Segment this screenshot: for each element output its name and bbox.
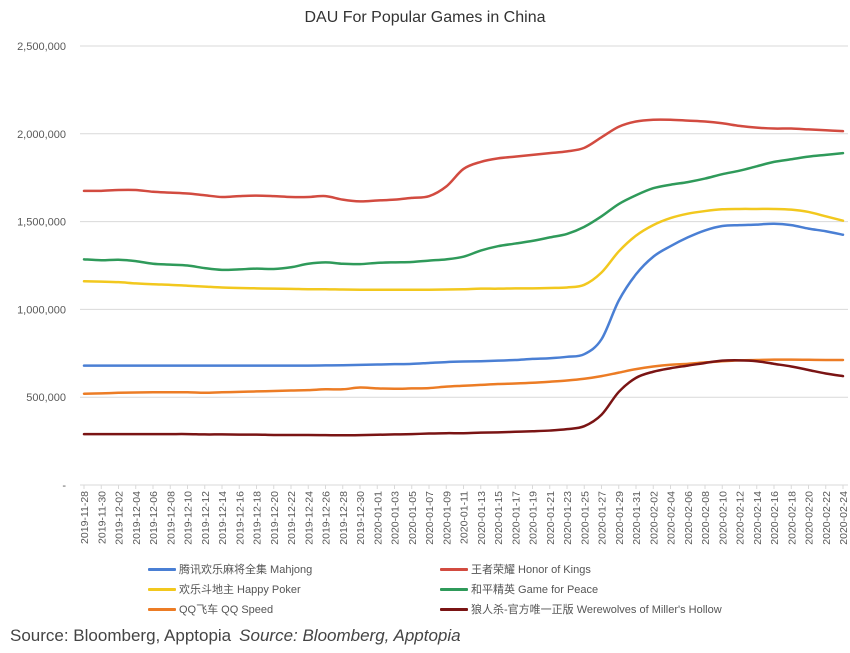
x-tick-label: 2020-02-08 <box>700 491 712 545</box>
legend-label: 狼人杀-官方唯一正版 Werewolves of Miller's Hollow <box>471 604 722 616</box>
series-line-1 <box>82 118 845 203</box>
series-line-5 <box>82 359 845 437</box>
series-line-0 <box>82 222 845 367</box>
x-tick-label: 2020-02-22 <box>821 491 833 545</box>
legend-label: 腾讯欢乐麻将全集 Mahjong <box>179 564 313 576</box>
x-tick-label: 2020-01-05 <box>407 491 419 545</box>
legend-swatch <box>440 587 468 591</box>
x-tick-label: 2019-12-12 <box>200 491 212 545</box>
legend-swatch <box>148 587 176 591</box>
x-tick-label: 2020-01-17 <box>510 491 522 545</box>
x-tick-label: 2020-02-06 <box>683 491 695 545</box>
x-tick-label: 2019-12-10 <box>183 491 195 545</box>
x-tick-label: 2019-12-26 <box>321 491 333 545</box>
y-tick-label: 1,500,000 <box>17 217 66 229</box>
x-tick-label: 2020-02-10 <box>717 491 729 545</box>
legend-swatch <box>148 567 176 571</box>
x-tick-label: 2020-02-16 <box>769 491 781 545</box>
x-tick-label: 2020-02-14 <box>752 491 764 545</box>
x-tick-label: 2019-12-24 <box>303 491 315 545</box>
legend-swatch <box>440 607 468 611</box>
x-tick-label: 2020-01-23 <box>562 491 574 545</box>
x-tick-label: 2020-01-27 <box>597 491 609 545</box>
y-tick-label: 2,500,000 <box>17 41 66 53</box>
x-tick-label: 2020-02-24 <box>838 491 850 545</box>
x-tick-label: 2020-01-07 <box>424 491 436 545</box>
x-tick-label: 2019-12-06 <box>148 491 160 545</box>
x-tick-label: 2020-02-20 <box>804 491 816 545</box>
x-tick-label: 2019-12-02 <box>114 491 126 545</box>
x-tick-label: 2019-11-30 <box>96 491 108 544</box>
x-tick-label: 2020-01-25 <box>579 491 591 545</box>
legend-label: 王者荣耀 Honor of Kings <box>471 564 591 576</box>
x-tick-label: 2019-12-18 <box>252 491 264 545</box>
y-tick-label: 500,000 <box>26 392 66 404</box>
source-text-italic: Source: Bloomberg, Apptopia <box>239 626 461 645</box>
x-tick-label: 2019-12-30 <box>355 491 367 545</box>
x-tick-label: 2019-11-28 <box>79 491 91 544</box>
x-tick-label: 2019-12-04 <box>131 491 143 545</box>
legend-item-mahjong: 腾讯欢乐麻将全集 Mahjong <box>148 561 312 577</box>
y-tick-label: 2,000,000 <box>17 129 66 141</box>
x-tick-label: 2020-01-01 <box>372 491 384 545</box>
legend-label: 欢乐斗地主 Happy Poker <box>179 584 301 596</box>
x-tick-label: 2020-02-04 <box>666 491 678 545</box>
x-tick-label: 2019-12-20 <box>269 491 281 545</box>
series-line-3 <box>82 151 845 272</box>
x-tick-label: 2020-01-29 <box>614 491 626 545</box>
x-tick-label: 2019-12-14 <box>217 491 229 545</box>
legend-label: 和平精英 Game for Peace <box>471 584 599 596</box>
x-tick-label: 2020-01-15 <box>493 491 505 545</box>
x-tick-label: 2020-02-18 <box>786 491 798 545</box>
legend-item-happy-poker: 欢乐斗地主 Happy Poker <box>148 581 301 597</box>
x-tick-label: 2019-12-28 <box>338 491 350 545</box>
series-line-2 <box>82 207 845 291</box>
x-tick-label: 2020-01-03 <box>390 491 402 545</box>
y-tick-label: - <box>62 480 66 492</box>
source-caption: Source: Bloomberg, Apptopia Source: Bloom… <box>10 626 461 646</box>
legend-item-honor-of-kings: 王者荣耀 Honor of Kings <box>440 561 591 577</box>
x-tick-label: 2020-01-31 <box>631 491 643 545</box>
x-tick-label: 2019-12-16 <box>234 491 246 545</box>
legend-item-qq-speed: QQ飞车 QQ Speed <box>148 601 273 617</box>
legend-swatch <box>440 567 468 571</box>
legend-label: QQ飞车 QQ Speed <box>179 604 274 616</box>
x-tick-label: 2020-01-13 <box>476 491 488 545</box>
x-tick-label: 2020-01-19 <box>528 491 540 545</box>
y-tick-label: 1,000,000 <box>17 304 66 316</box>
source-text: Source: Bloomberg, Apptopia <box>10 626 232 645</box>
legend-item-game-for-peace: 和平精英 Game for Peace <box>440 581 598 597</box>
x-tick-label: 2020-02-12 <box>735 491 747 545</box>
x-tick-label: 2019-12-22 <box>286 491 298 545</box>
x-tick-label: 2020-02-02 <box>648 491 660 545</box>
x-tick-label: 2020-01-11 <box>459 491 471 544</box>
x-tick-label: 2020-01-21 <box>545 491 557 545</box>
legend-swatch <box>148 607 176 611</box>
x-tick-label: 2020-01-09 <box>441 491 453 545</box>
legend-item-werewolves: 狼人杀-官方唯一正版 Werewolves of Miller's Hollow <box>440 601 722 617</box>
chart-title: DAU For Popular Games in China <box>304 9 546 26</box>
x-tick-label: 2019-12-08 <box>165 491 177 545</box>
